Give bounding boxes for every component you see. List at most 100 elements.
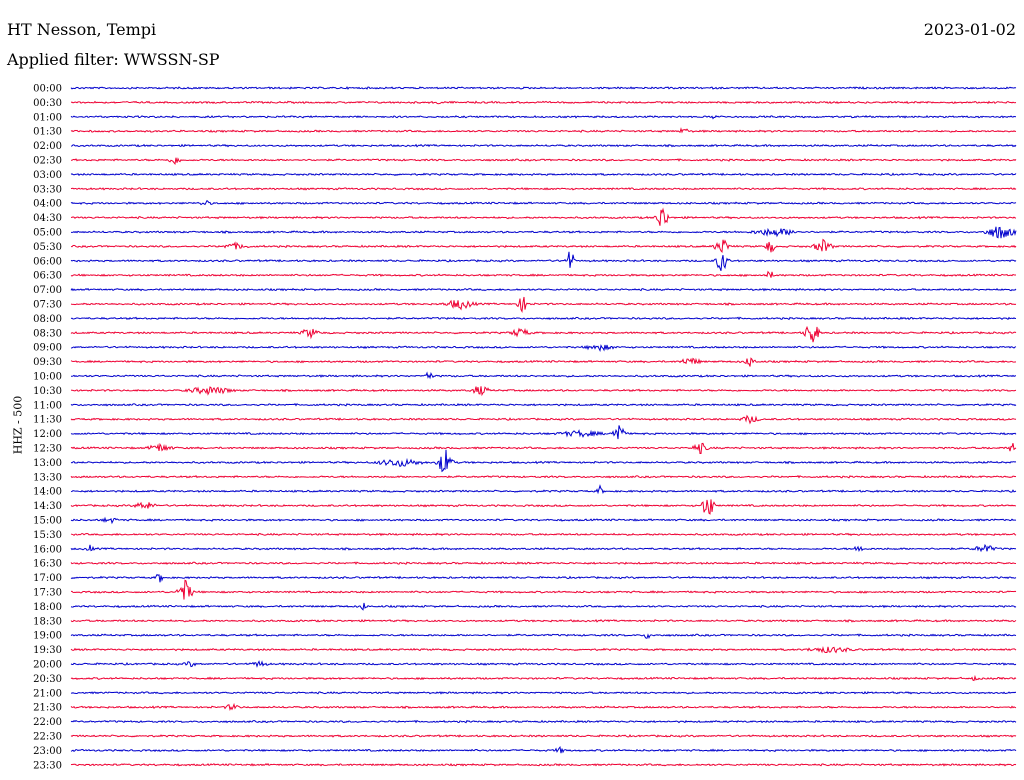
time-label: 12:30 <box>33 444 62 455</box>
time-label: 13:30 <box>33 472 62 483</box>
time-label: 15:30 <box>33 530 62 541</box>
time-label: 01:00 <box>33 112 62 123</box>
time-label: 09:30 <box>33 357 62 368</box>
seismic-trace <box>70 344 1017 352</box>
seismic-trace <box>70 207 1017 226</box>
seismic-trace <box>70 746 1017 754</box>
seismic-trace <box>70 296 1017 314</box>
time-label: 21:30 <box>33 703 62 714</box>
seismic-trace <box>70 114 1017 120</box>
seismic-trace <box>70 199 1017 206</box>
time-label: 07:00 <box>33 285 62 296</box>
seismic-trace <box>70 646 1017 654</box>
time-label: 06:00 <box>33 256 62 267</box>
time-label: 16:00 <box>33 544 62 555</box>
seismic-trace <box>70 402 1017 407</box>
time-label: 06:30 <box>33 271 62 282</box>
seismic-trace <box>70 287 1017 292</box>
seismic-trace <box>70 157 1017 166</box>
time-label: 03:00 <box>33 170 62 181</box>
time-label: 14:00 <box>33 487 62 498</box>
time-label: 05:00 <box>33 228 62 239</box>
filter-label: Applied filter: WWSSN-SP <box>7 50 220 69</box>
time-label: 03:30 <box>33 184 62 195</box>
date-label: 2023-01-02 <box>923 20 1016 39</box>
seismic-trace <box>70 371 1017 380</box>
seismic-trace <box>70 674 1017 682</box>
seismic-trace <box>70 316 1017 321</box>
time-label: 23:00 <box>33 746 62 757</box>
seismic-trace <box>70 86 1017 90</box>
seismic-trace <box>70 172 1017 177</box>
seismic-trace <box>70 532 1017 537</box>
seismic-trace <box>70 561 1017 565</box>
seismic-trace <box>70 691 1017 695</box>
time-label: 11:30 <box>33 415 62 426</box>
time-label: 13:00 <box>33 458 62 469</box>
time-label: 00:30 <box>33 98 62 109</box>
time-label: 00:00 <box>33 84 62 95</box>
seismic-trace <box>70 386 1017 397</box>
seismic-trace <box>70 143 1017 148</box>
time-label: 04:30 <box>33 213 62 224</box>
time-label: 22:00 <box>33 717 62 728</box>
time-label: 23:30 <box>33 760 62 771</box>
seismic-trace <box>70 516 1017 525</box>
time-label: 08:30 <box>33 328 62 339</box>
seismic-trace <box>70 186 1017 191</box>
seismic-trace <box>70 425 1017 440</box>
time-label: 02:30 <box>33 156 62 167</box>
seismic-trace <box>70 270 1017 278</box>
seismic-trace <box>70 449 1017 473</box>
seismic-trace <box>70 734 1017 738</box>
seismic-trace <box>70 226 1017 239</box>
time-label: 02:00 <box>33 141 62 152</box>
seismic-trace <box>70 573 1017 583</box>
time-label: 20:00 <box>33 660 62 671</box>
time-label: 04:00 <box>33 199 62 210</box>
seismic-trace <box>70 543 1017 553</box>
seismic-trace <box>70 719 1017 724</box>
seismic-trace <box>70 100 1017 105</box>
time-label: 10:00 <box>33 372 62 383</box>
seismic-trace <box>70 579 1017 600</box>
seismic-trace <box>70 633 1017 639</box>
time-label: 07:30 <box>33 300 62 311</box>
time-label: 19:00 <box>33 631 62 642</box>
seismic-trace <box>70 763 1017 767</box>
seismic-trace <box>70 660 1017 668</box>
time-label: 17:00 <box>33 573 62 584</box>
time-label: 01:30 <box>33 127 62 138</box>
seismic-trace <box>70 602 1017 611</box>
time-label: 05:30 <box>33 242 62 253</box>
seismic-trace <box>70 414 1017 425</box>
time-label: 08:00 <box>33 314 62 325</box>
time-label: 11:00 <box>33 400 62 411</box>
seismic-trace <box>70 702 1017 711</box>
time-label: 15:00 <box>33 516 62 527</box>
time-label: 18:00 <box>33 602 62 613</box>
time-label: 17:30 <box>33 588 62 599</box>
seismic-trace <box>70 238 1017 254</box>
seismic-trace <box>70 127 1017 134</box>
time-label: 14:30 <box>33 501 62 512</box>
seismic-trace <box>70 618 1017 623</box>
time-label: 16:30 <box>33 559 62 570</box>
time-label: 21:00 <box>33 688 62 699</box>
seismic-trace <box>70 484 1017 495</box>
time-label: 18:30 <box>33 616 62 627</box>
seismic-trace <box>70 442 1017 455</box>
time-label: 10:30 <box>33 386 62 397</box>
time-label: 20:30 <box>33 674 62 685</box>
seismic-trace <box>70 499 1017 515</box>
seismic-trace <box>70 251 1017 272</box>
time-label: 09:00 <box>33 343 62 354</box>
time-label: 22:30 <box>33 732 62 743</box>
seismic-trace <box>70 357 1017 367</box>
time-label: 19:30 <box>33 645 62 656</box>
station-title: HT Nesson, Tempi <box>7 20 157 39</box>
seismic-trace <box>70 325 1017 343</box>
time-label: 12:00 <box>33 429 62 440</box>
seismic-trace <box>70 474 1017 479</box>
